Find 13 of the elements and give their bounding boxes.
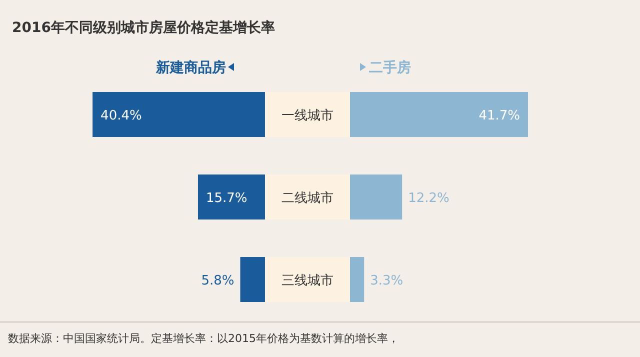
data-label: 15.7% (206, 191, 248, 206)
data-label: 41.7% (478, 108, 520, 124)
y-tick-label: 三线城市 (282, 274, 334, 288)
data-label: 12.2% (408, 191, 450, 206)
source-note: 数据来源：中国国家统计局。定基增长率：以2015年价格为基数计算的增长率， (8, 332, 399, 345)
y-tick-label: 二线城市 (282, 191, 334, 206)
data-label: 40.4% (100, 108, 142, 124)
legend-label: 二手房 (369, 59, 411, 76)
y-tick-label: 一线城市 (282, 108, 334, 124)
chart-title: 2016年不同级别城市房屋价格定基增长率 (12, 19, 275, 36)
data-label: 5.8% (201, 274, 234, 288)
legend-label: 新建商品房 (155, 59, 226, 76)
data-label: 3.3% (370, 274, 404, 288)
